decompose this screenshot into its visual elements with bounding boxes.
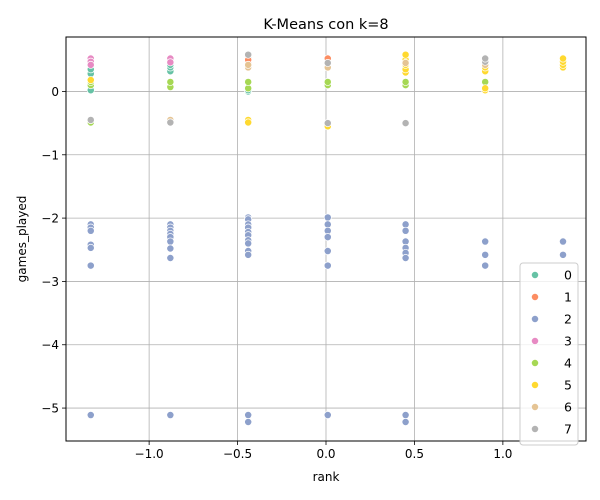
legend-marker: [531, 293, 539, 301]
chart-title: K-Means con k=8: [263, 17, 388, 33]
x-tick-label: −0.5: [223, 447, 252, 461]
data-point-cluster-2: [86, 261, 95, 270]
data-point-cluster-6: [244, 60, 253, 69]
data-point-cluster-2: [244, 411, 253, 419]
grid: [66, 37, 586, 441]
y-tick-label: −5: [41, 402, 59, 416]
data-point-cluster-2: [323, 261, 332, 270]
data-point-cluster-2: [401, 254, 410, 262]
data-point-cluster-2: [166, 254, 175, 262]
legend-marker: [531, 271, 539, 279]
data-point-cluster-7: [401, 119, 410, 128]
y-tick-label: −1: [41, 148, 59, 162]
data-point-cluster-7: [244, 50, 253, 59]
data-point-cluster-4: [401, 78, 410, 86]
legend-label: 5: [564, 378, 572, 393]
data-point-cluster-2: [323, 233, 332, 242]
data-point-cluster-2: [166, 411, 175, 419]
data-point-cluster-7: [323, 119, 332, 128]
data-point-cluster-2: [86, 226, 95, 235]
data-point-cluster-2: [559, 250, 567, 259]
legend-label: 1: [564, 290, 572, 305]
y-tick-label: −3: [41, 275, 59, 289]
legend-box: [519, 262, 579, 446]
x-tick-label: −1.0: [135, 447, 164, 461]
data-point-cluster-4: [323, 78, 332, 86]
legend: 0 1 2 3 4 5 6 7: [519, 262, 579, 446]
data-point-cluster-6: [401, 59, 410, 67]
data-point-cluster-2: [166, 237, 175, 246]
data-point-cluster-2: [244, 250, 253, 259]
legend-label: 3: [564, 334, 572, 349]
data-point-cluster-7: [481, 54, 490, 63]
data-point-cluster-2: [481, 250, 490, 259]
data-point-cluster-5: [86, 76, 95, 85]
data-point-cluster-2: [166, 244, 175, 253]
scatter-points: [86, 50, 567, 426]
data-point-cluster-2: [323, 411, 332, 419]
x-axis-label: rank: [313, 470, 340, 484]
data-point-cluster-4: [166, 78, 175, 86]
data-point-cluster-5: [401, 50, 410, 59]
legend-label: 0: [564, 268, 572, 283]
data-point-cluster-2: [559, 237, 567, 246]
legend-marker: [531, 425, 539, 433]
x-tick-label: 1.0: [493, 447, 512, 461]
y-tick-label: −4: [41, 338, 59, 352]
data-point-cluster-2: [244, 418, 253, 426]
y-tick-label: −2: [41, 212, 59, 226]
legend-marker: [531, 315, 539, 323]
data-point-cluster-7: [323, 59, 332, 67]
y-axis-label: games_played: [15, 196, 29, 283]
legend-label: 7: [564, 422, 572, 437]
data-point-cluster-5: [244, 118, 253, 127]
legend-marker: [531, 337, 539, 345]
legend-label: 4: [564, 356, 572, 371]
data-point-cluster-2: [323, 213, 332, 222]
data-point-cluster-2: [244, 239, 253, 248]
data-point-cluster-2: [86, 243, 95, 252]
legend-marker: [531, 381, 539, 389]
axis-ticks: −1.0 −0.5 0.0 0.5 1.0 0 −1 −2 −3 −4 −5: [41, 85, 512, 461]
data-point-cluster-2: [86, 411, 95, 419]
data-point-cluster-3: [86, 60, 95, 69]
data-point-cluster-5: [559, 54, 567, 63]
data-point-cluster-7: [166, 118, 175, 127]
data-point-cluster-4: [244, 78, 253, 86]
data-point-cluster-3: [166, 58, 175, 67]
data-point-cluster-2: [401, 418, 410, 426]
y-tick-label: 0: [51, 85, 59, 99]
data-point-cluster-7: [86, 116, 95, 124]
data-point-cluster-5: [481, 84, 490, 93]
legend-label: 6: [564, 400, 572, 415]
legend-label: 2: [564, 312, 572, 327]
data-point-cluster-2: [401, 411, 410, 419]
legend-marker: [531, 403, 539, 411]
x-tick-label: 0.0: [316, 447, 335, 461]
legend-marker: [531, 359, 539, 367]
data-point-cluster-2: [481, 261, 490, 270]
x-tick-label: 0.5: [405, 447, 424, 461]
data-point-cluster-2: [481, 237, 490, 246]
data-point-cluster-2: [323, 247, 332, 255]
data-point-cluster-2: [401, 226, 410, 235]
